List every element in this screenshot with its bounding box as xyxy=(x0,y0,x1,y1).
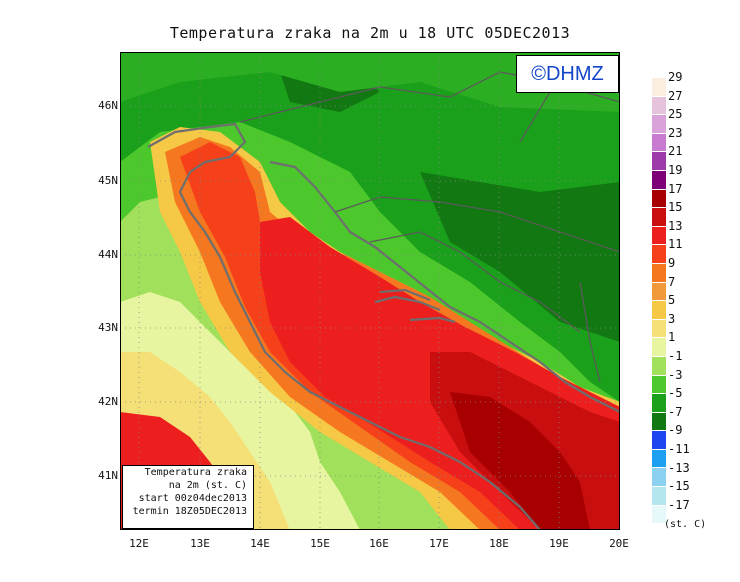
legend-swatch xyxy=(652,77,666,96)
legend-swatch xyxy=(652,355,666,375)
legend-swatch xyxy=(652,207,666,226)
legend-label: 3 xyxy=(668,311,676,326)
info-line-units: na 2m (st. C) xyxy=(168,480,247,491)
legend-label: 7 xyxy=(668,274,676,289)
legend-swatch xyxy=(652,337,666,356)
lat-label: 43N xyxy=(98,321,118,334)
info-line-start: start 00z04dec2013 xyxy=(138,493,247,504)
legend-units: (st. C) xyxy=(664,519,707,530)
legend-swatch xyxy=(652,448,666,468)
info-box: Temperatura zraka na 2m (st. C) start 00… xyxy=(122,465,254,529)
legend-label: 21 xyxy=(668,144,683,159)
legend-label: 27 xyxy=(668,88,683,103)
legend-label: -13 xyxy=(668,460,690,475)
legend-swatch xyxy=(652,169,666,189)
legend-label: -7 xyxy=(668,404,683,419)
legend-label: 23 xyxy=(668,125,683,140)
legend-label: -1 xyxy=(668,349,683,363)
legend-label: 9 xyxy=(668,256,676,270)
info-line-title: Temperatura zraka xyxy=(144,467,247,478)
legend-label: -5 xyxy=(668,386,683,401)
color-legend xyxy=(652,77,666,524)
legend-swatch xyxy=(652,467,666,487)
lon-label: 18E xyxy=(489,537,509,550)
lat-label: 42N xyxy=(98,395,118,408)
legend-label: 5 xyxy=(668,293,676,308)
info-line-termin: termin 18Z05DEC2013 xyxy=(132,506,247,517)
temperature-map xyxy=(120,52,620,530)
legend-label: -3 xyxy=(668,367,683,382)
legend-label: -17 xyxy=(668,497,690,512)
lon-label: 14E xyxy=(250,537,270,550)
legend-swatch xyxy=(652,114,666,133)
lat-label: 44N xyxy=(98,248,118,261)
legend-swatch xyxy=(652,300,666,319)
lat-label: 45N xyxy=(98,174,118,187)
legend-swatch xyxy=(652,430,666,449)
legend-swatch xyxy=(652,393,666,412)
legend-swatch xyxy=(652,188,666,208)
lon-label: 16E xyxy=(369,537,389,550)
lon-label: 12E xyxy=(129,537,149,550)
legend-label: 1 xyxy=(668,330,676,345)
lon-label: 13E xyxy=(190,537,210,550)
legend-label: -11 xyxy=(668,442,690,456)
legend-swatch xyxy=(652,318,666,338)
legend-swatch xyxy=(652,411,666,431)
legend-swatch xyxy=(652,244,666,263)
legend-swatch xyxy=(652,374,666,394)
dhmz-logo: ©DHMZ xyxy=(516,55,619,93)
legend-swatch xyxy=(652,281,666,301)
lon-label: 17E xyxy=(429,537,449,550)
legend-label: -9 xyxy=(668,423,683,438)
legend-label: 13 xyxy=(668,218,683,233)
legend-swatch xyxy=(652,95,666,115)
legend-swatch xyxy=(652,262,666,282)
legend-swatch xyxy=(652,225,666,245)
lon-label: 19E xyxy=(549,537,569,550)
legend-label: 19 xyxy=(668,163,683,177)
legend-label: 29 xyxy=(668,70,683,84)
legend-label: 11 xyxy=(668,237,683,252)
legend-swatch xyxy=(652,151,666,170)
lon-label: 15E xyxy=(310,537,330,550)
legend-label: -15 xyxy=(668,479,690,494)
legend-label: 25 xyxy=(668,107,683,122)
legend-swatch xyxy=(652,132,666,152)
legend-swatch xyxy=(652,504,666,524)
lat-label: 46N xyxy=(98,99,118,112)
lat-label: 41N xyxy=(98,469,118,482)
legend-swatch xyxy=(652,486,666,505)
lon-label: 20E xyxy=(609,537,629,550)
legend-label: 15 xyxy=(668,200,683,215)
legend-label: 17 xyxy=(668,181,683,196)
map-title: Temperatura zraka na 2m u 18 UTC 05DEC20… xyxy=(169,24,571,42)
